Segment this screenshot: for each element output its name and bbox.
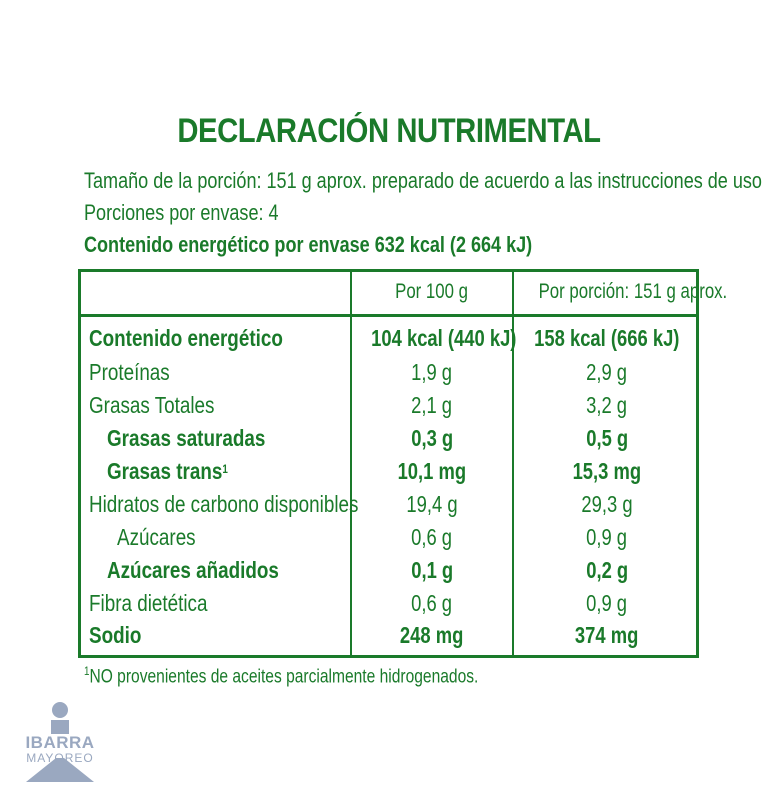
column-divider: [512, 272, 514, 655]
footnote: 1NO provenientes de aceites parcialmente…: [84, 664, 479, 688]
nutrition-table: Por 100 g Por porción: 151 g aprox. Cont…: [78, 269, 728, 658]
column-header-per100: Por 100 g: [395, 280, 469, 303]
label-title: DECLARACIÓN NUTRIMENTAL: [177, 112, 601, 150]
energy-per-container: Contenido energético por envase 632 kcal…: [84, 232, 533, 257]
table-row-proteins: Proteínas 1,9 g 2,9 g: [89, 359, 628, 385]
table-row-fiber: Fibra dietética 0,6 g 0,9 g: [89, 590, 628, 616]
header-divider: [81, 314, 696, 317]
table-row-added-sugars: Azúcares añadidos 0,1 g 0,2 g: [107, 557, 628, 583]
column-header-per-serving: Por porción: 151 g aprox.: [538, 280, 728, 303]
table-row-carbohydrates: Hidratos de carbono disponibles 19,4 g 2…: [89, 491, 633, 517]
footnote-marker: 1: [222, 462, 228, 476]
person-icon: [26, 702, 94, 782]
table-row-sugars: Azúcares 0,6 g 0,9 g: [117, 524, 628, 550]
table-row-saturated-fat: Grasas saturadas 0,3 g 0,5 g: [107, 425, 628, 451]
table-row-total-fat: Grasas Totales 2,1 g 3,2 g: [89, 392, 628, 418]
table-row-energy: Contenido energético 104 kcal (440 kJ) 1…: [89, 325, 680, 351]
table-row-trans-fat: Grasas trans1 10,1 mg 15,3 mg: [107, 458, 642, 484]
table-row-sodium: Sodio 248 mg 374 mg: [89, 622, 639, 648]
watermark-logo: IBARRA MAYOREO: [25, 733, 95, 765]
servings-per-container: Porciones por envase: 4: [84, 200, 279, 225]
column-divider: [350, 272, 352, 655]
serving-size: Tamaño de la porción: 151 g aprox. prepa…: [84, 168, 762, 193]
